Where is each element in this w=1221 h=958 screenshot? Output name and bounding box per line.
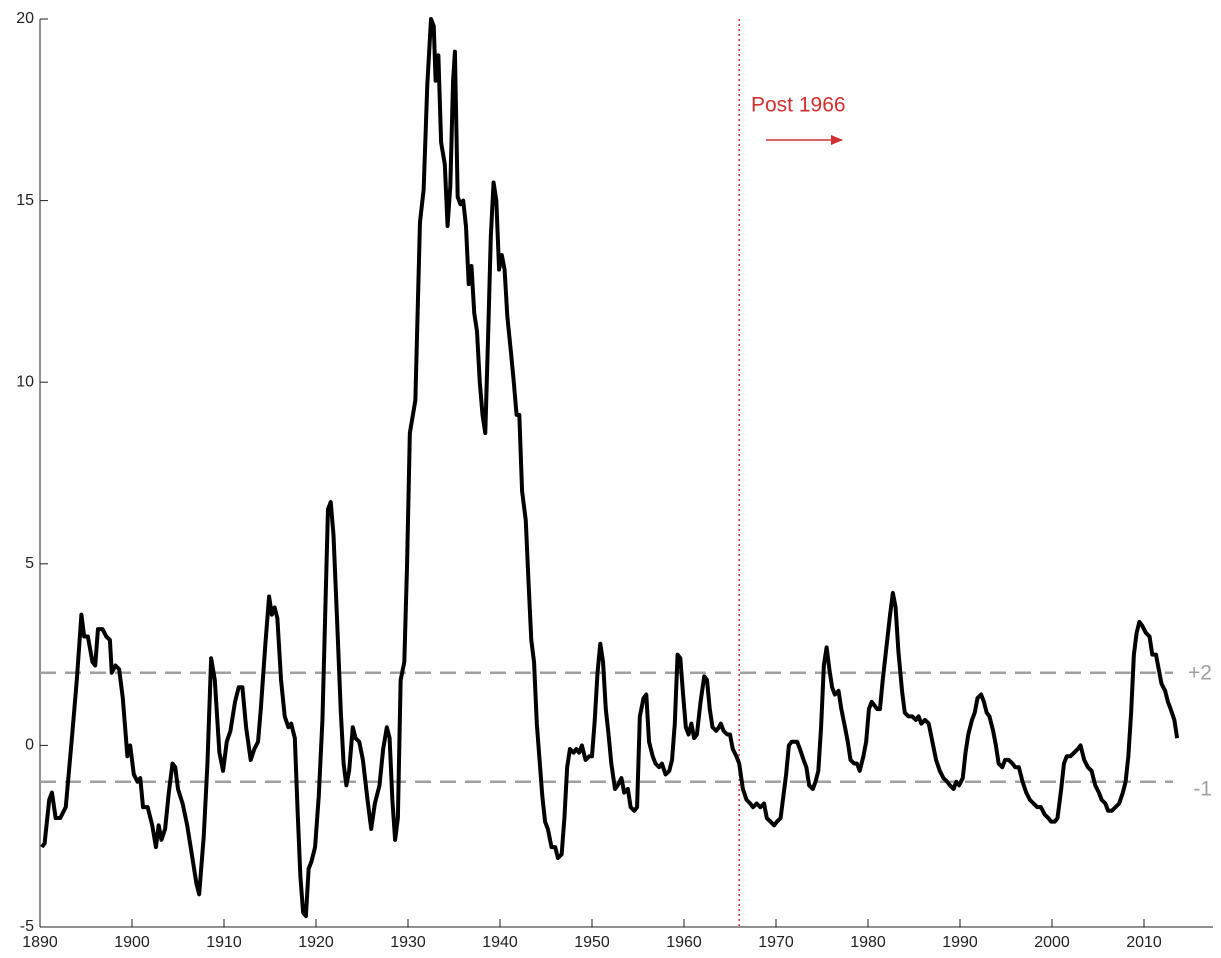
x-tick-label: 2010	[1126, 934, 1162, 951]
data-line	[40, 17, 1180, 919]
x-tick-label: 1980	[850, 934, 886, 951]
x-tick-label: 2000	[1034, 934, 1070, 951]
x-tick-label: 1930	[390, 934, 426, 951]
x-tick-label: 1940	[482, 934, 518, 951]
y-tick-label: 15	[16, 192, 34, 209]
x-tick-label: 1910	[206, 934, 242, 951]
y-tick-label: 20	[16, 10, 34, 27]
y-tick-label: 0	[25, 737, 34, 754]
x-tick-label: 1960	[666, 934, 702, 951]
x-tick-label: 1900	[114, 934, 150, 951]
reference-label: +2	[1188, 661, 1212, 684]
reference-label: -1	[1193, 777, 1212, 800]
x-tick-label: 1890	[22, 934, 58, 951]
y-tick-label: 5	[25, 555, 34, 572]
y-tick-label: 10	[16, 373, 34, 390]
y-tick-label: -5	[20, 918, 34, 935]
x-tick-label: 1950	[574, 934, 610, 951]
x-tick-label: 1970	[758, 934, 794, 951]
annotation: Post 1966	[751, 94, 846, 117]
x-tick-label: 1920	[298, 934, 334, 951]
x-tick-label: 1990	[942, 934, 978, 951]
